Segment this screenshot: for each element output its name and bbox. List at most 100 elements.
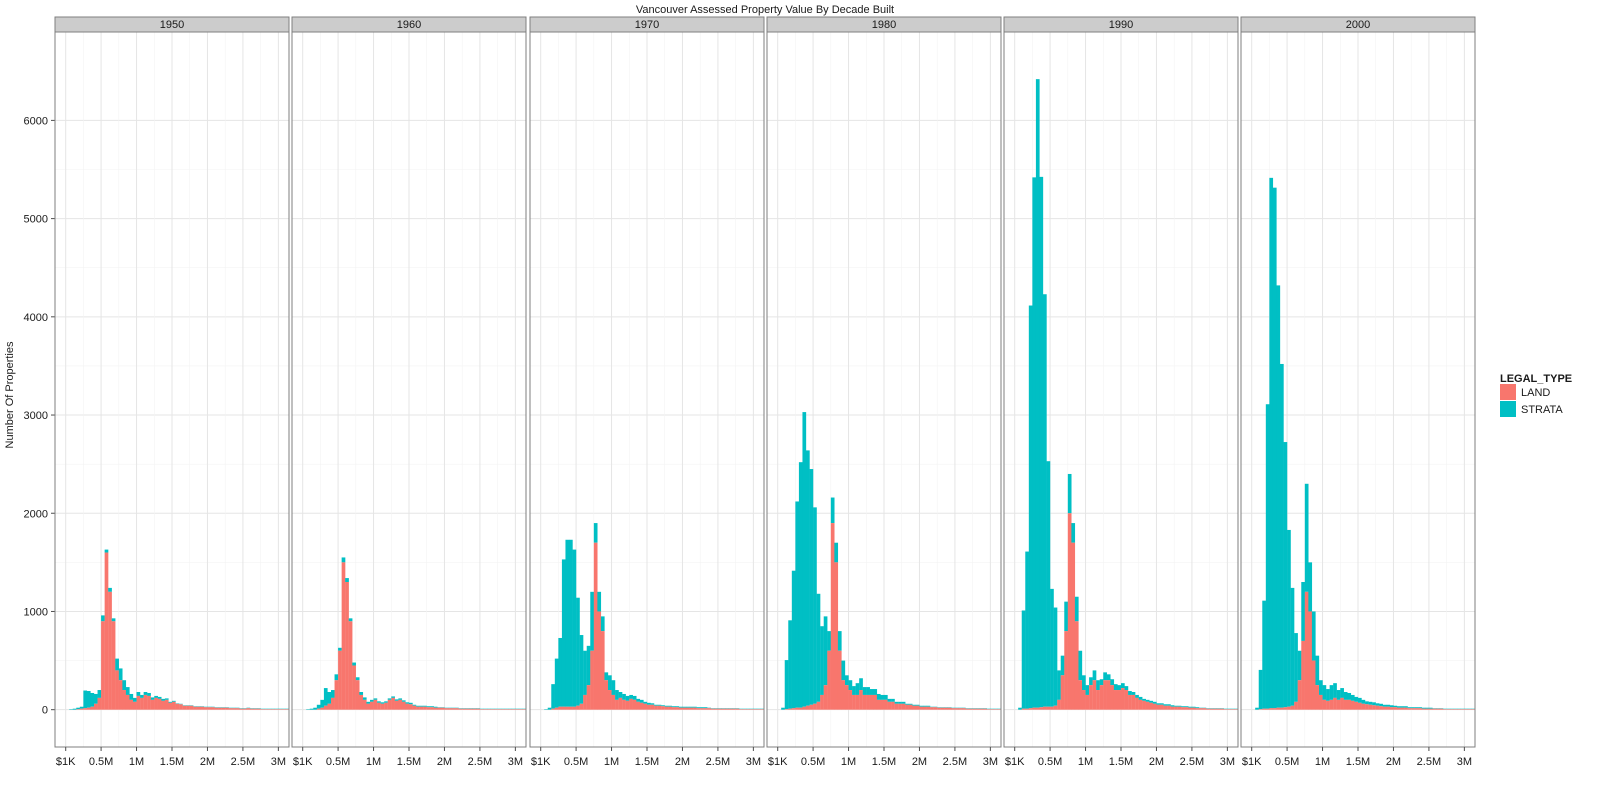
bar-strata <box>1177 705 1182 707</box>
bar-strata <box>919 705 924 707</box>
bar-strata <box>86 691 91 708</box>
bar-land <box>1280 707 1284 710</box>
bar-strata <box>1082 675 1086 691</box>
bar-land <box>405 703 410 710</box>
bar-strata <box>816 593 821 702</box>
bar-strata <box>898 701 902 704</box>
bar-land <box>1043 706 1047 710</box>
bar-land <box>1124 690 1129 710</box>
bar-strata <box>1085 685 1090 695</box>
bar-land <box>657 705 662 710</box>
y-tick-label: 6000 <box>24 115 48 127</box>
bar-strata <box>136 692 141 696</box>
bar-land <box>887 701 892 710</box>
x-axis: $1K 0.5M 1M 1.5M 2M 2.5M 3M <box>768 747 998 768</box>
bar-strata <box>837 631 842 651</box>
bar-strata <box>387 698 392 700</box>
bar-strata <box>1308 562 1313 612</box>
facet-strip-label: 1960 <box>397 19 421 31</box>
bar-strata <box>1018 707 1022 710</box>
bar-strata <box>1096 680 1100 691</box>
bar-land <box>569 706 573 710</box>
bar-land <box>647 704 651 710</box>
bar-strata <box>1368 701 1373 705</box>
bar-land <box>1290 705 1295 710</box>
bar-strata <box>373 698 378 700</box>
bar-land <box>965 708 970 710</box>
bar-land <box>583 694 587 710</box>
bar-land <box>1170 706 1175 710</box>
bar-land <box>345 582 349 710</box>
bar-land <box>703 708 708 710</box>
x-axis: $1K 0.5M 1M 1.5M 2M 2.5M 3M <box>293 747 523 768</box>
bar-land <box>1287 706 1291 710</box>
facet-strip-label: 1990 <box>1109 19 1133 31</box>
bar-strata <box>1347 692 1352 700</box>
panel-grid <box>1004 32 1238 747</box>
bar-strata <box>689 706 694 708</box>
bar-strata <box>791 570 796 709</box>
bar-land <box>444 708 449 710</box>
bar-strata <box>572 549 577 707</box>
bar-strata <box>79 706 84 709</box>
bar-strata <box>1110 679 1115 686</box>
bar-land <box>1209 708 1214 710</box>
bar-strata <box>1184 706 1189 708</box>
bar-land <box>391 697 395 710</box>
bar-strata <box>1322 685 1327 700</box>
bar-land <box>1021 708 1026 710</box>
bar-strata <box>629 694 633 699</box>
bar-strata <box>1167 704 1171 706</box>
bar-land <box>841 680 846 710</box>
bar-land <box>700 708 704 710</box>
bar-strata <box>1428 707 1433 709</box>
bar-strata <box>1400 706 1405 708</box>
bar-strata <box>625 695 630 701</box>
bar-land <box>852 694 856 710</box>
bar-land <box>1425 708 1430 710</box>
bar-strata <box>1311 611 1316 661</box>
bar-land <box>586 685 591 710</box>
bar-land <box>1414 708 1419 710</box>
bar-land <box>200 706 205 710</box>
bar-strata <box>316 704 321 709</box>
bar-land <box>717 708 722 710</box>
bar-strata <box>1414 707 1419 709</box>
bar-land <box>472 708 477 710</box>
bar-strata <box>905 703 909 705</box>
bar-land <box>1397 707 1401 710</box>
y-tick-label: 1000 <box>24 606 48 618</box>
bar-land <box>1177 706 1182 710</box>
bar-land <box>905 704 909 710</box>
bar-land <box>423 706 427 710</box>
bar-strata <box>841 660 846 681</box>
bar-land <box>597 611 602 710</box>
bar-land <box>636 701 641 710</box>
bar-land <box>661 706 665 710</box>
x-tick-label: 1M <box>841 756 856 768</box>
x-tick-label: 2M <box>675 756 690 768</box>
bar-land <box>147 695 151 710</box>
bar-land <box>1393 707 1398 710</box>
bar-land <box>101 621 105 710</box>
y-tick-label: 3000 <box>24 410 48 422</box>
bar-strata <box>1021 610 1026 709</box>
bar-strata <box>1375 703 1380 706</box>
bar-land <box>1297 680 1302 710</box>
bar-land <box>1322 699 1327 710</box>
bar-strata <box>1283 442 1288 708</box>
bar-land <box>1096 690 1100 710</box>
bar-strata <box>384 701 388 703</box>
bar-land <box>912 705 917 710</box>
bar-strata <box>1106 674 1111 681</box>
x-tick-label: 2M <box>1149 756 1164 768</box>
bar-strata <box>1340 688 1344 698</box>
bar-land <box>437 707 442 710</box>
bar-strata <box>1089 677 1093 686</box>
bar-land <box>608 690 612 710</box>
bar-land <box>1071 542 1076 710</box>
bar-land <box>891 701 895 710</box>
bar-strata <box>1135 694 1139 698</box>
bar-land <box>338 650 342 710</box>
bar-strata <box>419 705 424 707</box>
